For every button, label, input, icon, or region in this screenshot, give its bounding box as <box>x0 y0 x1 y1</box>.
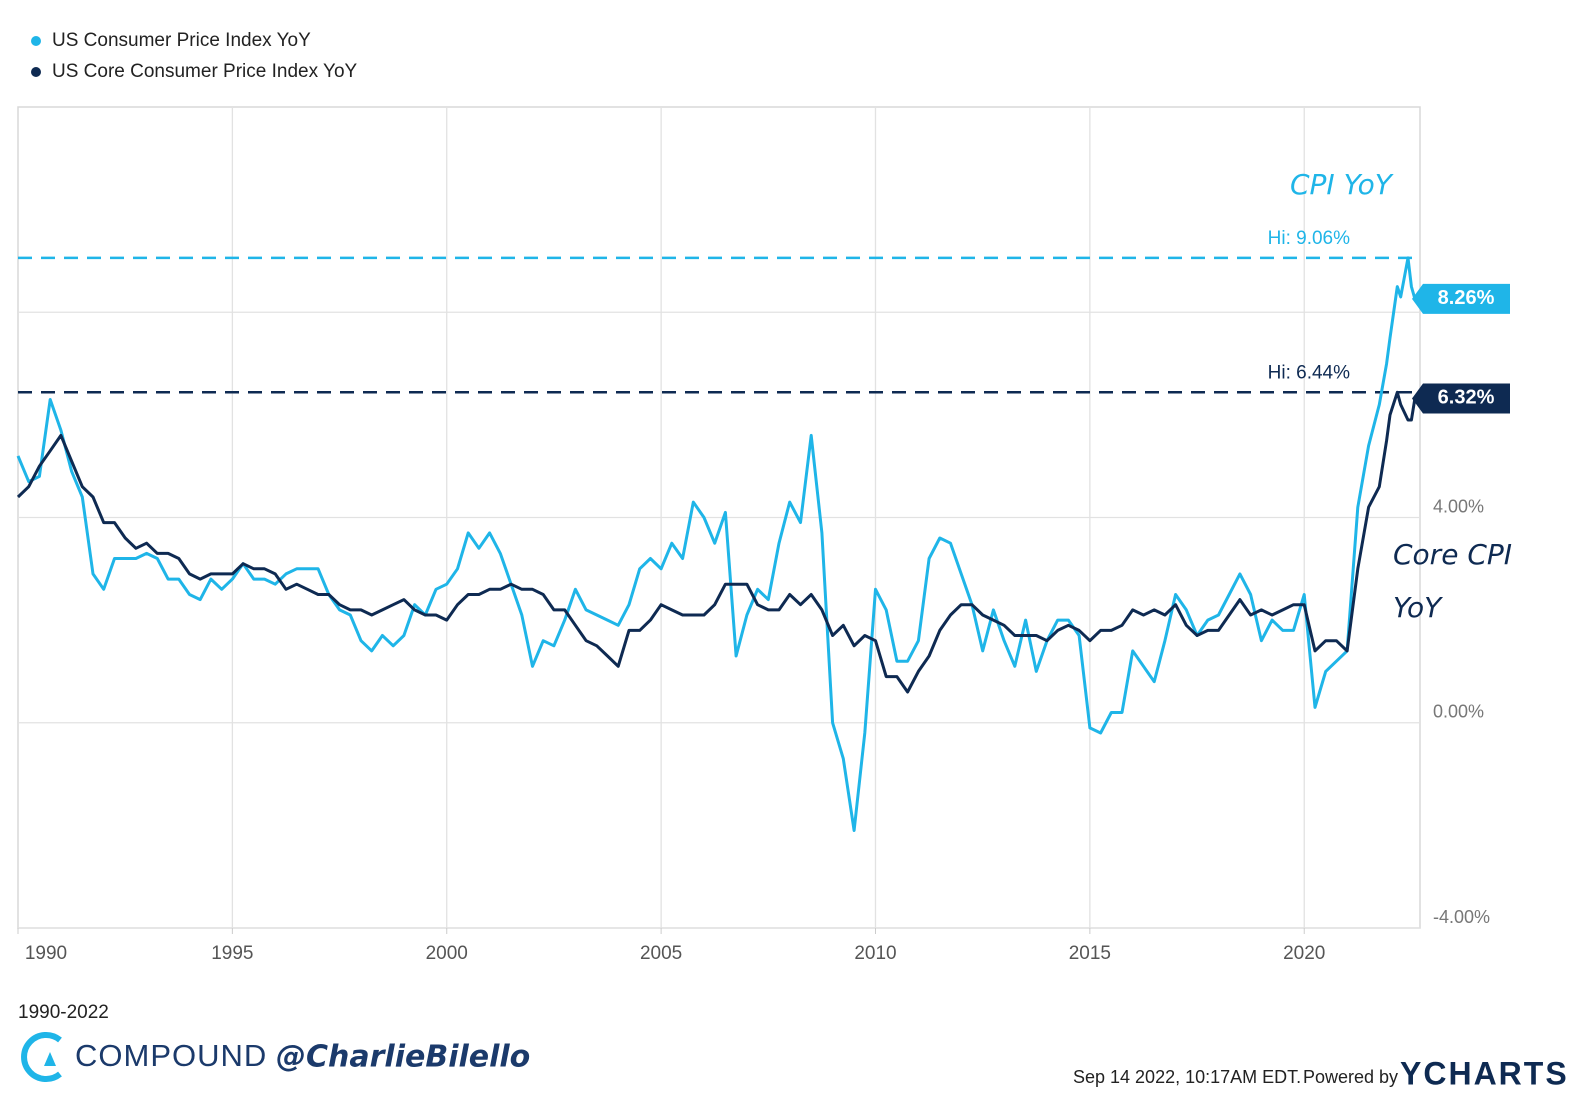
logo-mark <box>21 1032 62 1082</box>
x-tick-label: 2020 <box>1283 943 1325 964</box>
annotation: Core CPI <box>1393 538 1512 571</box>
legend-marker <box>31 67 41 77</box>
end-label-box <box>1412 383 1510 414</box>
logo-mark <box>44 1052 56 1066</box>
x-tick-label: 2010 <box>854 943 896 964</box>
end-label-box <box>1412 283 1510 314</box>
x-tick-label: 2005 <box>640 943 682 964</box>
high-label: Hi: 9.06% <box>1268 228 1350 249</box>
legend-label: US Core Consumer Price Index YoY <box>52 61 358 82</box>
brand: COMPOUND <box>75 1038 267 1073</box>
handle: @CharlieBilello <box>276 1040 530 1075</box>
x-tick-label: 2015 <box>1069 943 1111 964</box>
x-tick-label: 1995 <box>211 943 253 964</box>
annotation: CPI YoY <box>1290 168 1394 201</box>
period: 1990-2022 <box>18 1002 109 1023</box>
series-line <box>16 256 1417 832</box>
powered-by: Powered by <box>1303 1067 1398 1087</box>
high-label: Hi: 6.44% <box>1268 362 1350 383</box>
end-label: 6.32% <box>1438 387 1495 409</box>
timestamp: Sep 14 2022, 10:17AM EDT. <box>1073 1067 1301 1087</box>
y-tick-label: 4.00% <box>1433 496 1484 516</box>
y-tick-label: -4.00% <box>1433 907 1490 927</box>
end-label: 8.26% <box>1438 287 1495 309</box>
x-tick-label: 1990 <box>25 943 67 964</box>
y-tick-label: 0.00% <box>1433 702 1484 722</box>
x-tick-label: 2000 <box>426 943 468 964</box>
annotation: YoY <box>1393 591 1443 624</box>
logo <box>21 1032 62 1082</box>
legend-marker <box>31 36 41 46</box>
legend-label: US Consumer Price Index YoY <box>52 30 311 51</box>
source-logo: YCHARTS <box>1400 1055 1569 1091</box>
series-line <box>16 390 1417 694</box>
